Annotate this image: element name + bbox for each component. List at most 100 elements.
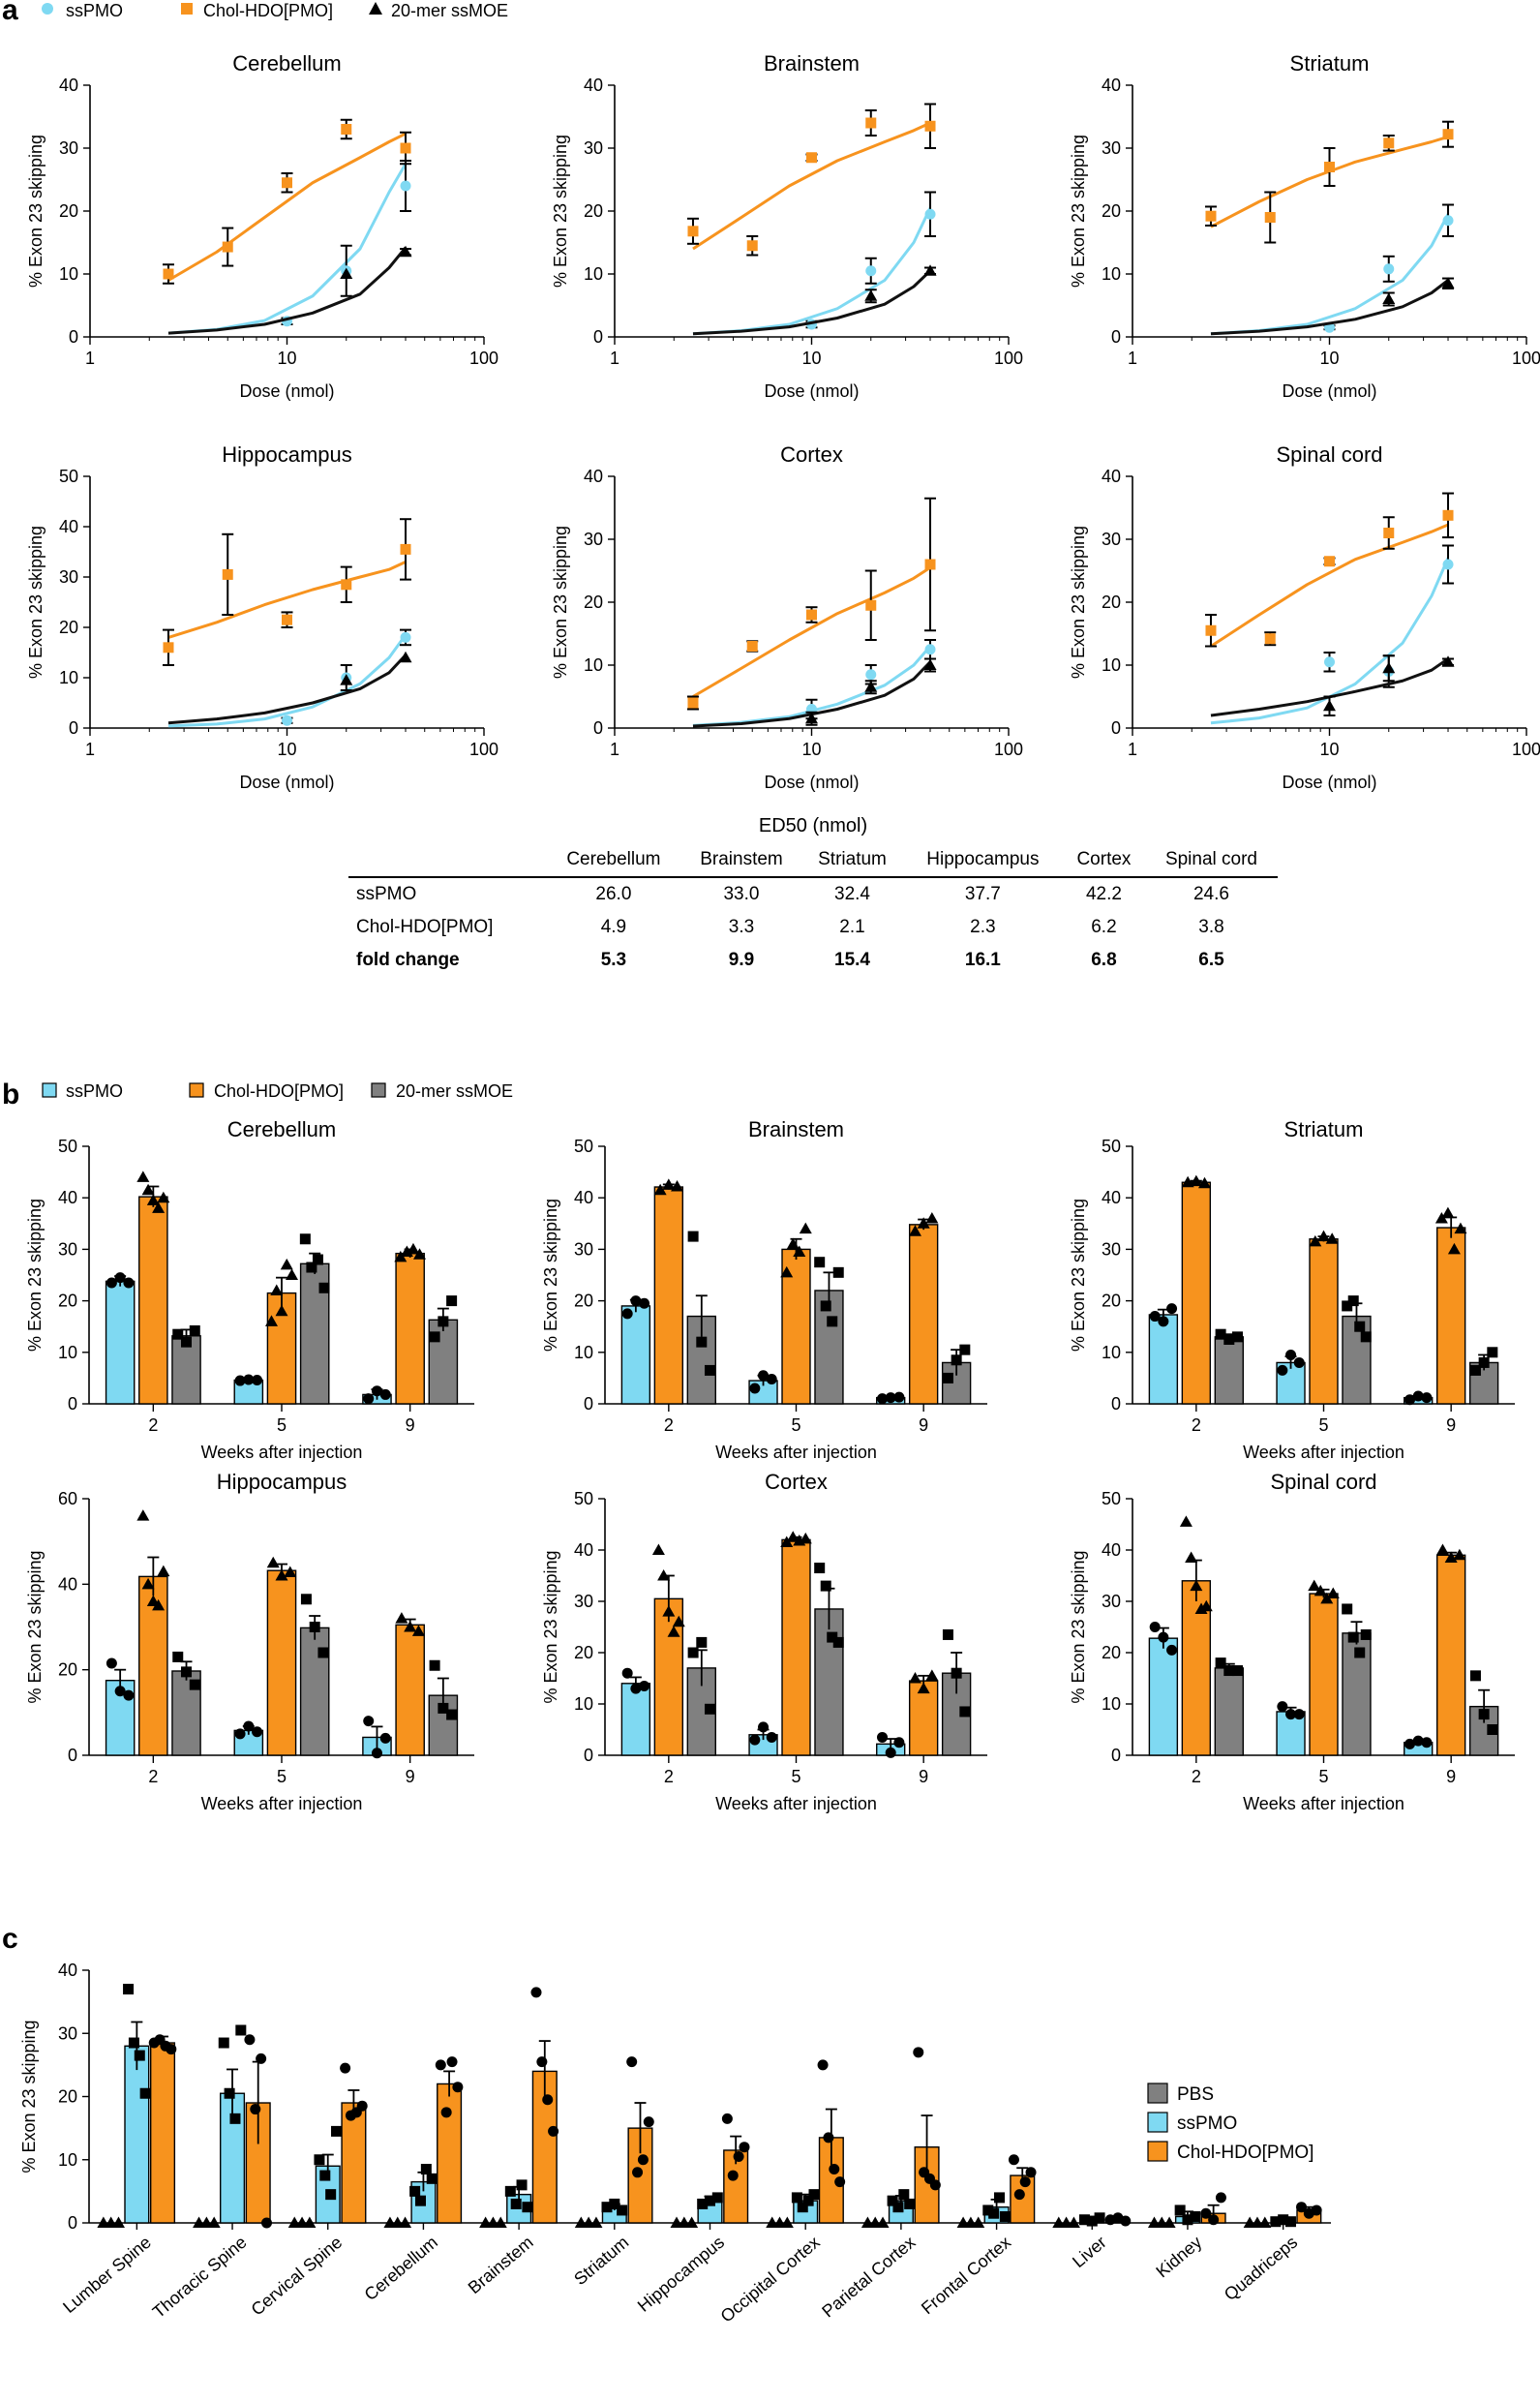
replicate-point (994, 2192, 1006, 2204)
replicate-point (1198, 1176, 1212, 1189)
replicate-point (877, 1393, 889, 1405)
ed50-col-2: Brainstem (680, 843, 802, 878)
y-tick-label: 10 (58, 2150, 77, 2170)
replicate-point (791, 2192, 802, 2204)
replicate-point (224, 2087, 235, 2099)
replicate-point (340, 2062, 351, 2074)
panel-label-b: b (2, 1079, 19, 1110)
replicate-point (379, 1388, 391, 1400)
replicate-point (1019, 2176, 1031, 2188)
x-tick-label: 1 (610, 349, 619, 368)
y-tick-label: 30 (574, 1592, 593, 1611)
fit-curve-chol-hdo-pmo- (167, 132, 407, 282)
replicate-point (885, 1747, 896, 1758)
y-axis-label: % Exon 23 skipping (19, 2020, 39, 2173)
replicate-point (300, 1594, 312, 1605)
y-tick-label: 40 (574, 1188, 593, 1207)
replicate-point (1454, 1222, 1467, 1234)
replicate-point (275, 1569, 288, 1581)
x-axis-label: Dose (nmol) (239, 773, 334, 792)
replicate-point (1342, 1300, 1353, 1312)
data-point-sspmo (282, 715, 292, 726)
bar-sspmo (1148, 1314, 1179, 1405)
replicate-point (123, 1984, 135, 1995)
replicate-point (1285, 1709, 1297, 1720)
y-tick-label: 20 (58, 1660, 77, 1680)
data-point-chol-hdo-pmo- (865, 117, 877, 129)
y-axis-label: % Exon 23 skipping (541, 1550, 560, 1703)
replicate-point (1166, 1303, 1178, 1315)
dose-chart-spinal-cord: 0 10 20 30 40 1 10 100 Dose (nmol) % Exon 23 skip… (1069, 442, 1540, 792)
legend-c-chol-label: Chol-HDO[PMO] (1177, 2143, 1314, 2163)
y-tick-label: 40 (59, 517, 78, 536)
data-point-chol-hdo-pmo- (687, 697, 699, 709)
y-tick-label: 40 (59, 76, 78, 95)
replicate-point (802, 2195, 814, 2206)
replicate-point (264, 1315, 278, 1326)
bar-sspmo (1148, 1637, 1179, 1756)
replicate-point (626, 2056, 638, 2068)
replicate-point (207, 2216, 221, 2228)
replicate-point (286, 1268, 299, 1280)
replicate-point (371, 1748, 382, 1759)
ed50-cell: 15.4 (834, 950, 870, 970)
ed50-col-3: Striatum (801, 843, 903, 878)
x-tick-label: 1 (610, 740, 619, 759)
replicate-point (697, 2198, 709, 2209)
data-point-sspmo (924, 644, 936, 655)
replicate-point (1215, 2192, 1226, 2204)
y-tick-label: 40 (584, 467, 603, 486)
replicate-point (319, 2170, 331, 2181)
replicate-point (639, 1680, 650, 1691)
x-tick-label: 9 (1446, 1415, 1456, 1435)
replicate-point (898, 2189, 910, 2201)
ed50-col-1: Cerebellum (546, 843, 681, 878)
replicate-point (494, 2216, 507, 2228)
data-point-sspmo (924, 208, 936, 220)
data-point-chol-hdo-pmo- (1442, 129, 1454, 140)
replicate-point (601, 2202, 613, 2213)
replicate-point (1412, 1390, 1424, 1402)
x-tick-label: Striatum (570, 2233, 632, 2289)
replicate-point (1487, 1347, 1498, 1358)
replicate-point (904, 2198, 916, 2209)
y-tick-label: 20 (59, 201, 78, 221)
y-tick-label: 0 (68, 1746, 77, 1765)
ed50-cell: 6.5 (1198, 950, 1224, 970)
x-tick-label: 1 (1128, 740, 1137, 759)
replicate-point (325, 2189, 337, 2201)
bar-chol-hdo-pmo- (138, 1196, 168, 1405)
replicate-point (733, 2150, 744, 2162)
replicate-point (758, 1721, 770, 1733)
replicate-point (780, 1265, 794, 1278)
x-tick-label: 100 (1512, 349, 1540, 368)
fit-curve-20-mer-ssmoe (692, 660, 932, 728)
ed50-cell: 37.7 (964, 884, 1001, 904)
replicate-point (988, 2207, 1000, 2219)
replicate-point (1120, 2215, 1132, 2227)
replicate-point (306, 1262, 317, 1273)
y-tick-label: 40 (1102, 1540, 1121, 1560)
y-tick-label: 50 (59, 467, 78, 486)
replicate-point (823, 2132, 834, 2144)
replicate-point (651, 1543, 665, 1555)
replicate-point (832, 1636, 844, 1648)
replicate-point (1308, 1579, 1321, 1592)
replicate-point (1208, 2214, 1220, 2226)
replicate-point (1285, 1349, 1297, 1360)
replicate-point (808, 2189, 820, 2201)
fit-curve-20-mer-ssmoe (167, 654, 408, 725)
y-tick-label: 40 (1102, 467, 1121, 486)
data-point-20-mer-ssmoe (340, 674, 353, 685)
fit-curve-chol-hdo-pmo- (167, 561, 407, 639)
replicate-point (814, 1563, 826, 1574)
replicate-point (827, 1316, 838, 1327)
fit-curve-chol-hdo-pmo- (692, 121, 931, 251)
replicate-point (942, 1372, 953, 1383)
replicate-point (820, 1580, 831, 1592)
chart-title: Brainstem (764, 51, 860, 76)
legend-b-chol-label: Chol-HDO[PMO] (214, 1081, 344, 1101)
replicate-point (687, 1647, 699, 1658)
y-tick-label: 0 (69, 718, 78, 738)
y-tick-label: 20 (1102, 201, 1121, 221)
